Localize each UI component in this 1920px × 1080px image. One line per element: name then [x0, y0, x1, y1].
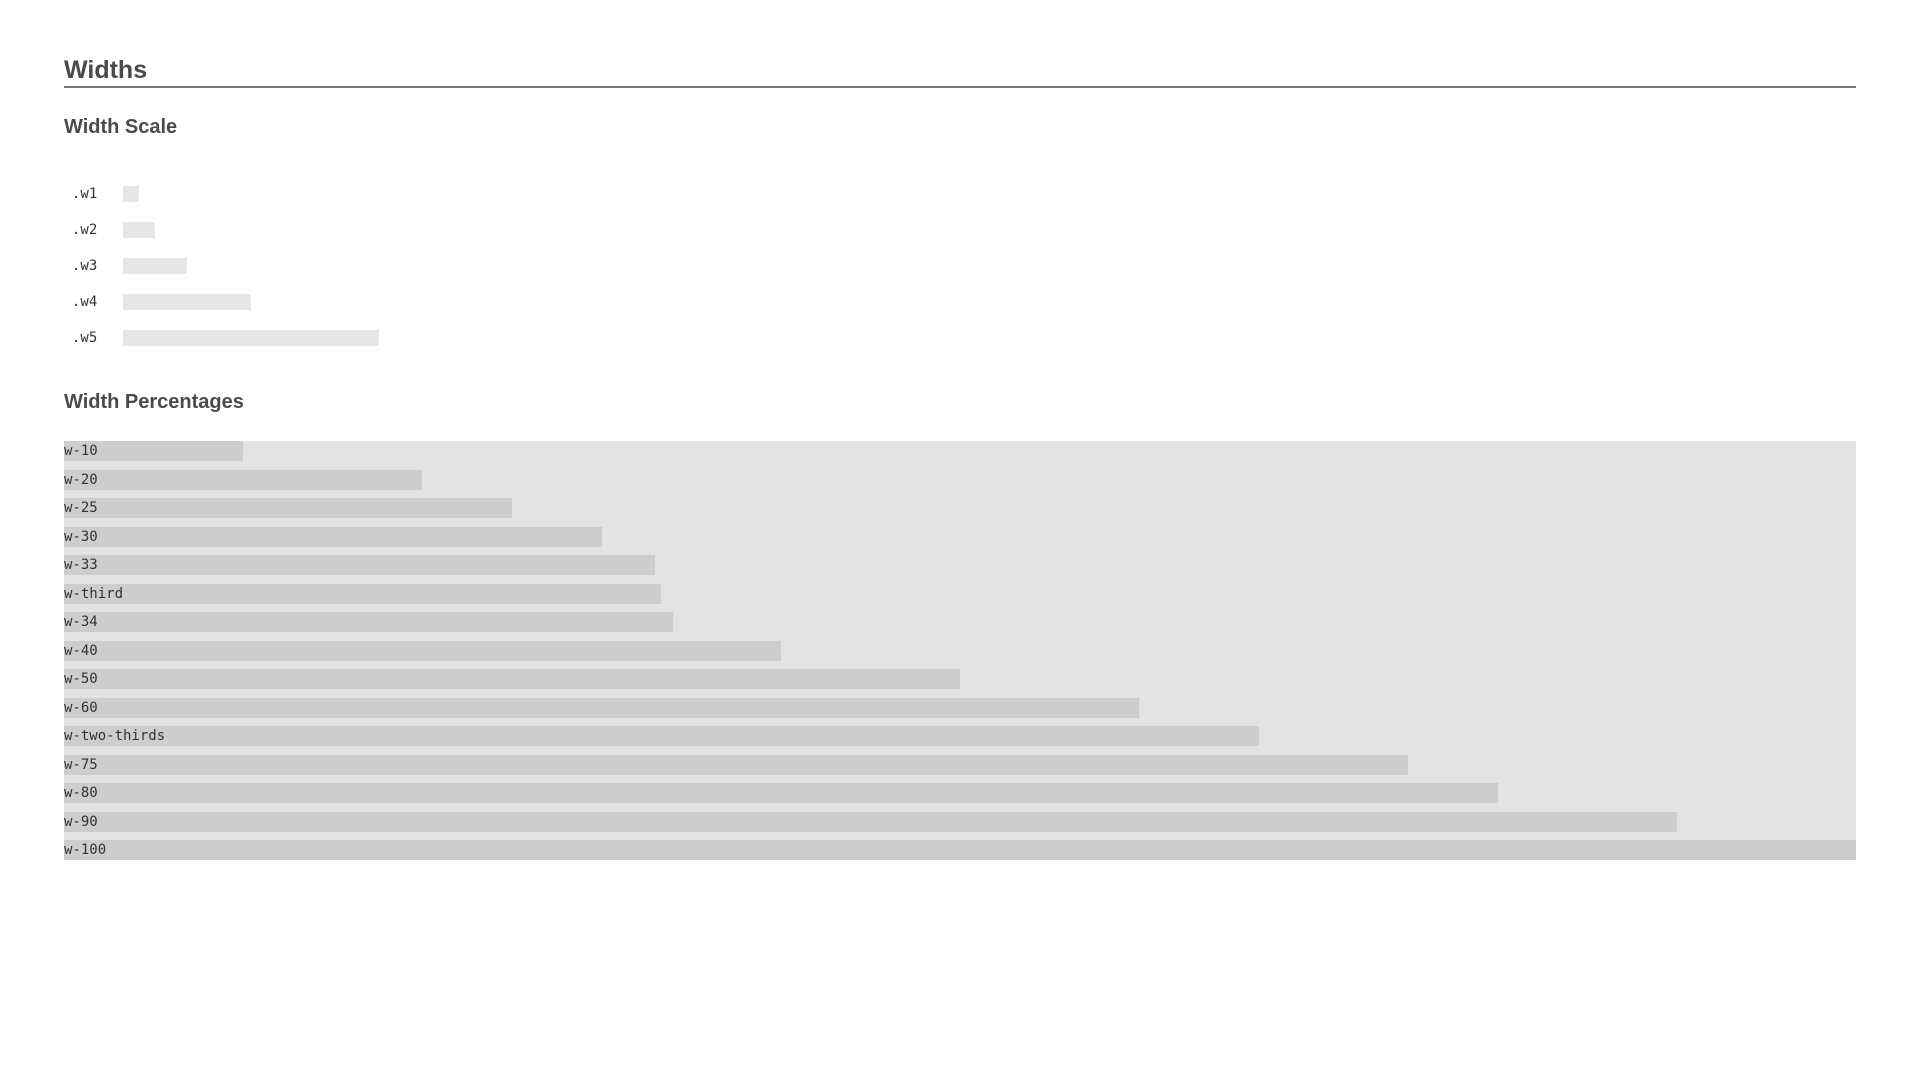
- width-bar: [64, 697, 1140, 718]
- scale-bar: [123, 222, 155, 238]
- width-row-w-60: w-60: [64, 697, 1856, 718]
- width-scale-list: .w1 .w2 .w3 .w4 .w5: [64, 176, 1856, 356]
- width-label: w-10: [64, 443, 98, 459]
- width-bar: [64, 811, 1677, 832]
- page-title: Widths: [64, 54, 1856, 88]
- scale-row-w2: .w2: [72, 212, 1856, 248]
- page: Widths Width Scale .w1 .w2 .w3 .w4 .w5 W…: [64, 54, 1856, 860]
- width-bar: [64, 726, 1259, 746]
- scale-row-w4: .w4: [72, 284, 1856, 320]
- width-row-w-25: w-25: [64, 498, 1856, 518]
- width-bar: [64, 526, 602, 547]
- scale-row-w1: .w1: [72, 176, 1856, 212]
- scale-label: .w5: [72, 330, 98, 346]
- width-label: w-50: [64, 671, 98, 687]
- width-row-w-100: w-100: [64, 840, 1856, 860]
- width-label: w-30: [64, 528, 98, 545]
- scale-row-w3: .w3: [72, 248, 1856, 284]
- width-bar: [64, 498, 512, 518]
- width-row-w-33: w-33: [64, 555, 1856, 575]
- width-label: w-75: [64, 756, 98, 773]
- width-bar: [64, 583, 662, 604]
- width-row-w-40: w-40: [64, 640, 1856, 661]
- width-label: w-33: [64, 557, 98, 573]
- scale-label: .w4: [72, 294, 98, 310]
- width-row-w-30: w-30: [64, 526, 1856, 547]
- width-label: w-90: [64, 813, 98, 830]
- scale-label: .w3: [72, 258, 98, 274]
- width-row-w-50: w-50: [64, 669, 1856, 689]
- scale-label: .w1: [72, 186, 98, 202]
- scale-label: .w2: [72, 222, 98, 238]
- width-label: w-60: [64, 699, 98, 716]
- width-scale-title: Width Scale: [64, 116, 178, 138]
- width-row-w-80: w-80: [64, 783, 1856, 803]
- width-label: w-two-thirds: [64, 728, 166, 744]
- width-label: w-80: [64, 785, 98, 801]
- width-percentages-list: w-10 w-20 w-25 w-30 w-33 w-third w-34 w-40 w-50 w…: [64, 441, 1856, 860]
- width-bar: [64, 783, 1498, 803]
- width-bar: [64, 754, 1408, 775]
- width-percentages-title: Width Percentages: [64, 391, 244, 413]
- scale-row-w5: .w5: [72, 320, 1856, 356]
- width-row-w-10: w-10: [64, 441, 1856, 461]
- width-label: w-25: [64, 500, 98, 516]
- width-bar: [64, 441, 244, 461]
- width-label: w-100: [64, 842, 107, 858]
- width-row-w-two-thirds: w-two-thirds: [64, 726, 1856, 746]
- width-row-w-34: w-34: [64, 612, 1856, 632]
- width-row-w-20: w-20: [64, 469, 1856, 490]
- width-label: w-34: [64, 614, 98, 630]
- width-bar: [64, 612, 674, 632]
- width-row-w-90: w-90: [64, 811, 1856, 832]
- width-label: w-third: [64, 585, 124, 602]
- width-row-w-75: w-75: [64, 754, 1856, 775]
- width-bar: [64, 555, 656, 575]
- width-bar: [64, 469, 423, 490]
- width-bar: [64, 669, 960, 689]
- width-bar: [64, 640, 781, 661]
- width-row-w-third: w-third: [64, 583, 1856, 604]
- width-label: w-20: [64, 471, 98, 488]
- scale-bar: [123, 330, 379, 346]
- width-bar: [64, 840, 1856, 860]
- width-label: w-40: [64, 642, 98, 659]
- scale-bar: [123, 258, 187, 274]
- scale-bar: [123, 186, 139, 202]
- scale-bar: [123, 294, 251, 310]
